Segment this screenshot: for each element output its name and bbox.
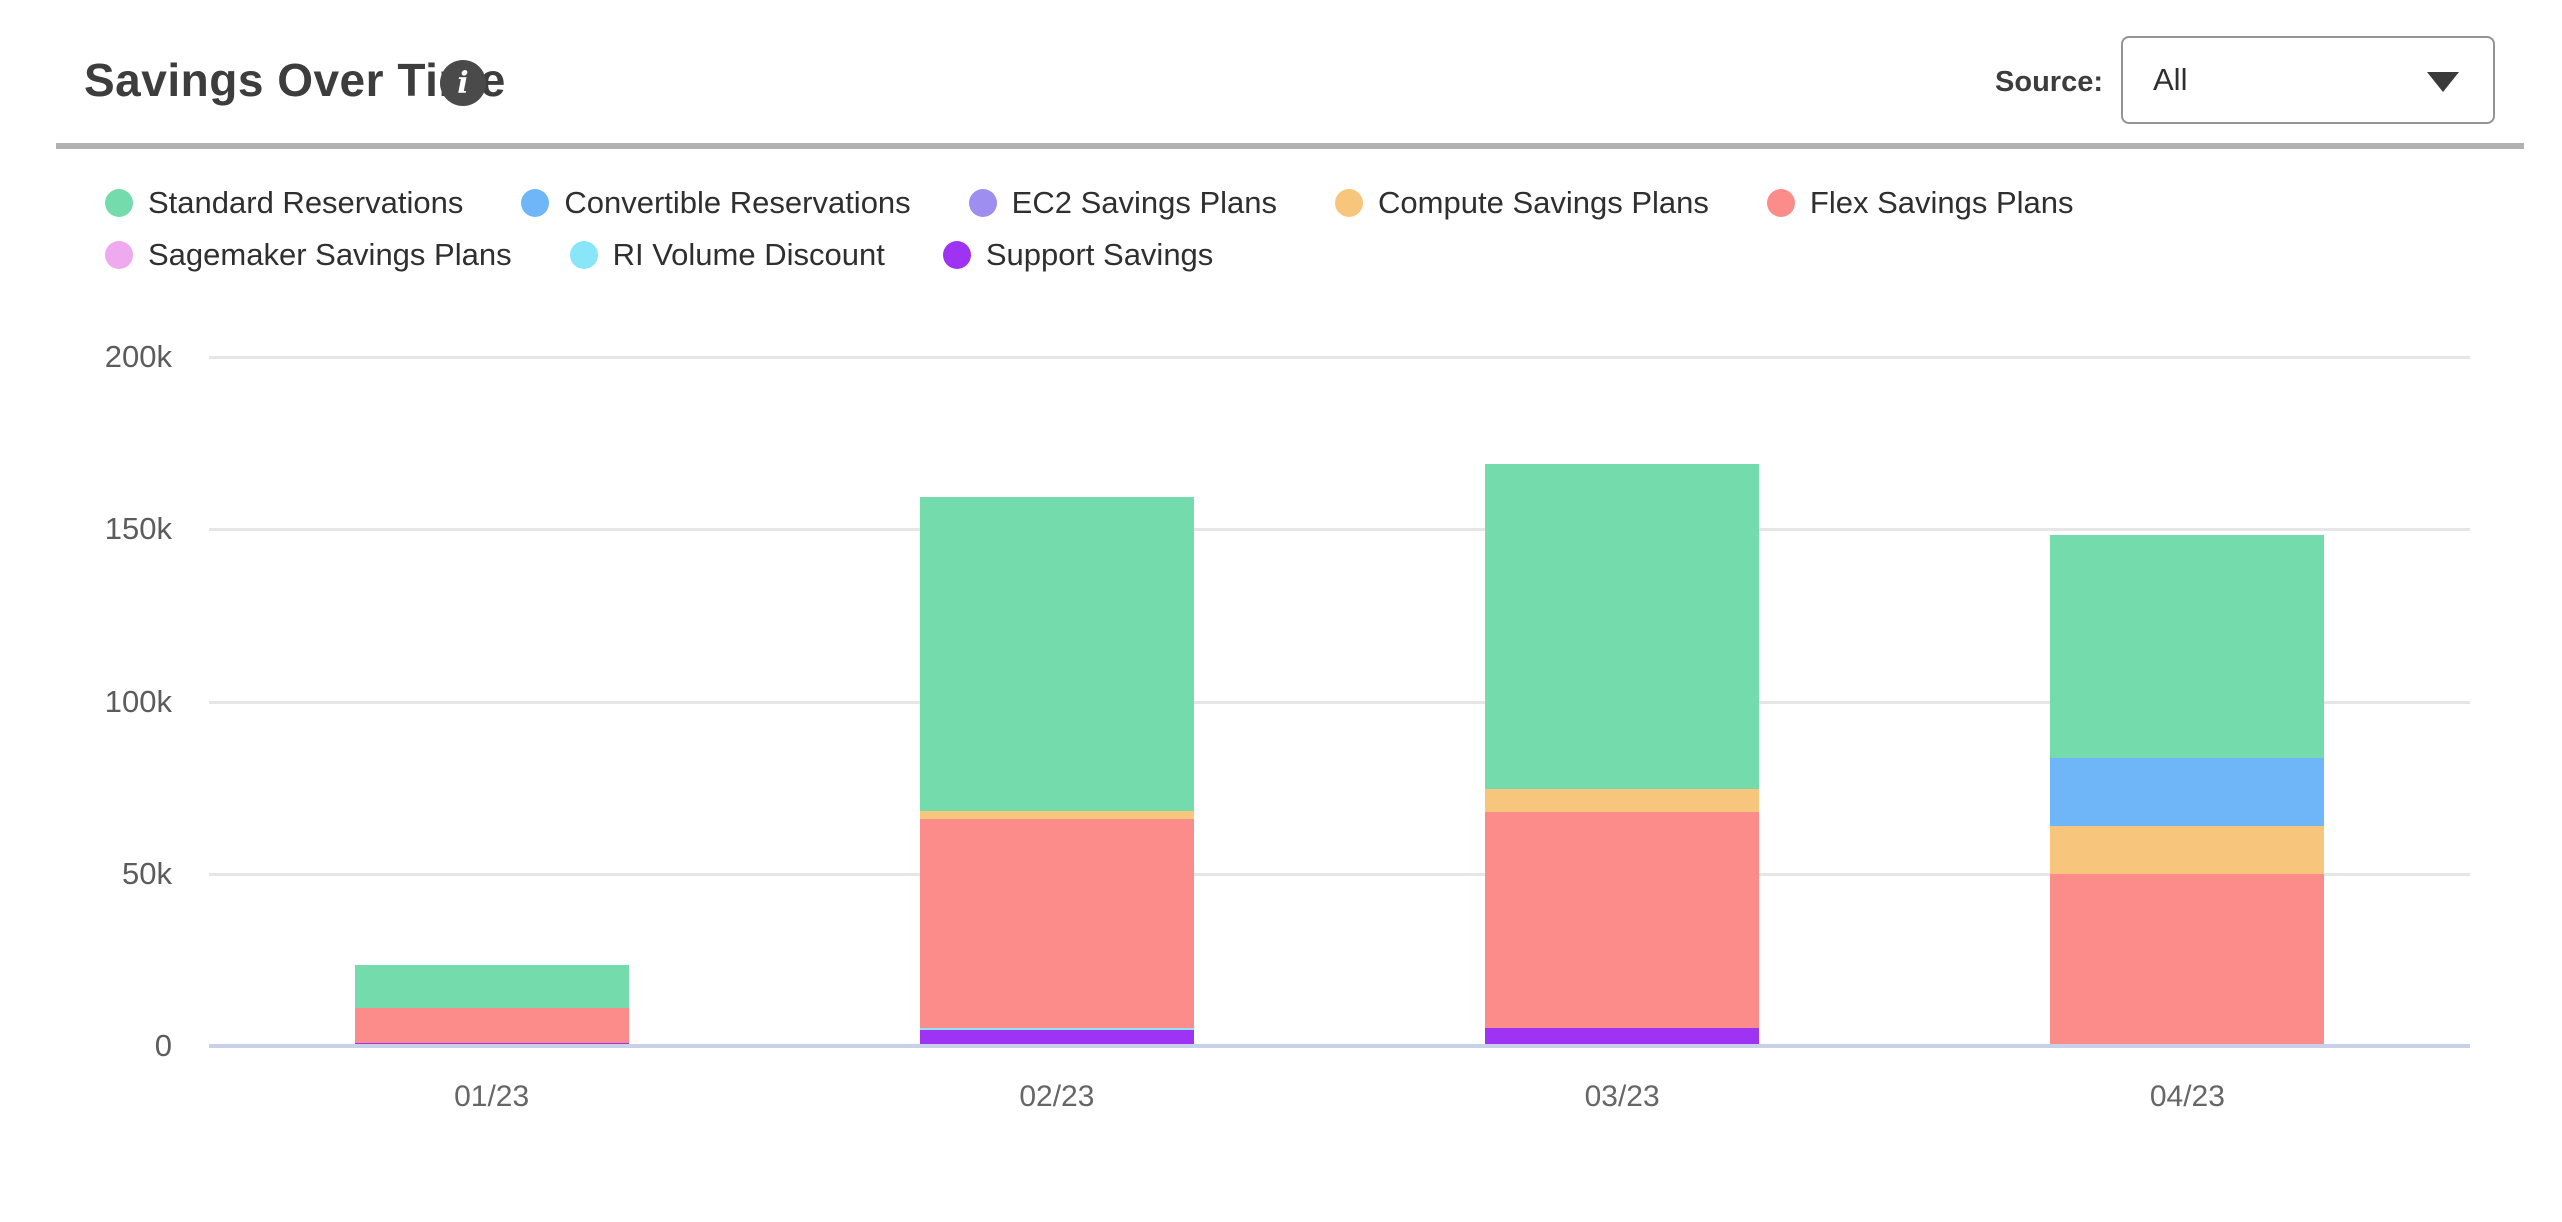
- bar-segment[interactable]: [2050, 535, 2325, 758]
- legend-label: RI Volume Discount: [612, 237, 885, 272]
- legend-dot-icon: [105, 189, 133, 217]
- bar-segment[interactable]: [1485, 464, 1760, 789]
- bar-segment[interactable]: [919, 1030, 1194, 1046]
- bar-segment[interactable]: [919, 811, 1194, 819]
- bar-segment[interactable]: [2050, 873, 2325, 1046]
- y-axis-tick-label: 150k: [104, 511, 172, 547]
- bar-segment[interactable]: [919, 1027, 1194, 1031]
- legend-item[interactable]: RI Volume Discount: [569, 236, 885, 274]
- gridline: [209, 356, 2470, 359]
- legend-dot-icon: [521, 189, 550, 217]
- source-select[interactable]: All: [2121, 36, 2495, 124]
- legend-item[interactable]: Support Savings: [942, 236, 1214, 274]
- stacked-bar: [354, 965, 629, 1046]
- bar-segment[interactable]: [2050, 758, 2325, 827]
- info-icon[interactable]: i: [440, 60, 486, 106]
- legend-label: EC2 Savings Plans: [1011, 185, 1278, 220]
- bar-segment[interactable]: [919, 497, 1194, 812]
- legend-dot-icon: [968, 189, 997, 217]
- bar-segment[interactable]: [1485, 811, 1760, 1028]
- bar-segment[interactable]: [2050, 826, 2325, 874]
- legend-item[interactable]: Compute Savings Plans: [1335, 184, 1709, 222]
- x-axis-tick-label: 03/23: [1584, 1080, 1660, 1113]
- stacked-bar: [2050, 535, 2325, 1046]
- legend-label: Convertible Reservations: [564, 185, 911, 220]
- legend-label: Standard Reservations: [148, 185, 464, 220]
- legend-label: Flex Savings Plans: [1809, 185, 2074, 220]
- bar-segment[interactable]: [1485, 789, 1760, 812]
- stacked-bar: [1485, 464, 1760, 1046]
- legend-dot-icon: [942, 241, 971, 269]
- x-axis-line: [209, 1044, 2470, 1048]
- legend-dot-icon: [569, 241, 598, 269]
- legend-label: Compute Savings Plans: [1378, 185, 1709, 220]
- x-axis-tick-label: 04/23: [2149, 1080, 2225, 1113]
- x-axis-tick-label: 01/23: [454, 1080, 530, 1113]
- legend-item[interactable]: Flex Savings Plans: [1766, 184, 2074, 222]
- legend-item[interactable]: Sagemaker Savings Plans: [105, 236, 512, 274]
- header-divider: [56, 143, 2524, 149]
- gridline: [209, 528, 2470, 532]
- bar-segment[interactable]: [354, 1008, 629, 1043]
- legend-dot-icon: [1335, 189, 1364, 217]
- stacked-bar: [919, 497, 1194, 1046]
- x-axis-tick-label: 02/23: [1019, 1080, 1095, 1113]
- source-label: Source:: [1995, 66, 2103, 98]
- page-title: Savings Over Time: [84, 54, 506, 106]
- legend-item[interactable]: Standard Reservations: [105, 184, 463, 222]
- chevron-down-icon: [2427, 72, 2459, 92]
- legend-dot-icon: [1766, 189, 1795, 217]
- info-icon-glyph: i: [457, 65, 469, 101]
- chart-legend: Standard Reservations Convertible Reserva…: [105, 184, 2405, 274]
- source-select-value: All: [2153, 62, 2188, 97]
- gridline: [209, 872, 2470, 876]
- legend-item[interactable]: EC2 Savings Plans: [968, 184, 1278, 222]
- legend-item[interactable]: Convertible Reservations: [521, 184, 911, 222]
- legend-dot-icon: [105, 241, 133, 269]
- bar-segment[interactable]: [354, 965, 629, 1009]
- bar-segment[interactable]: [1485, 1027, 1760, 1046]
- bar-segment[interactable]: [919, 818, 1194, 1028]
- gridline: [209, 700, 2470, 704]
- y-axis-tick-label: 0: [154, 1028, 172, 1063]
- y-axis-tick-label: 200k: [104, 339, 172, 374]
- y-axis-tick-label: 50k: [122, 855, 172, 891]
- legend-label: Sagemaker Savings Plans: [148, 237, 512, 272]
- legend-label: Support Savings: [985, 237, 1214, 272]
- y-axis-tick-label: 100k: [104, 683, 172, 719]
